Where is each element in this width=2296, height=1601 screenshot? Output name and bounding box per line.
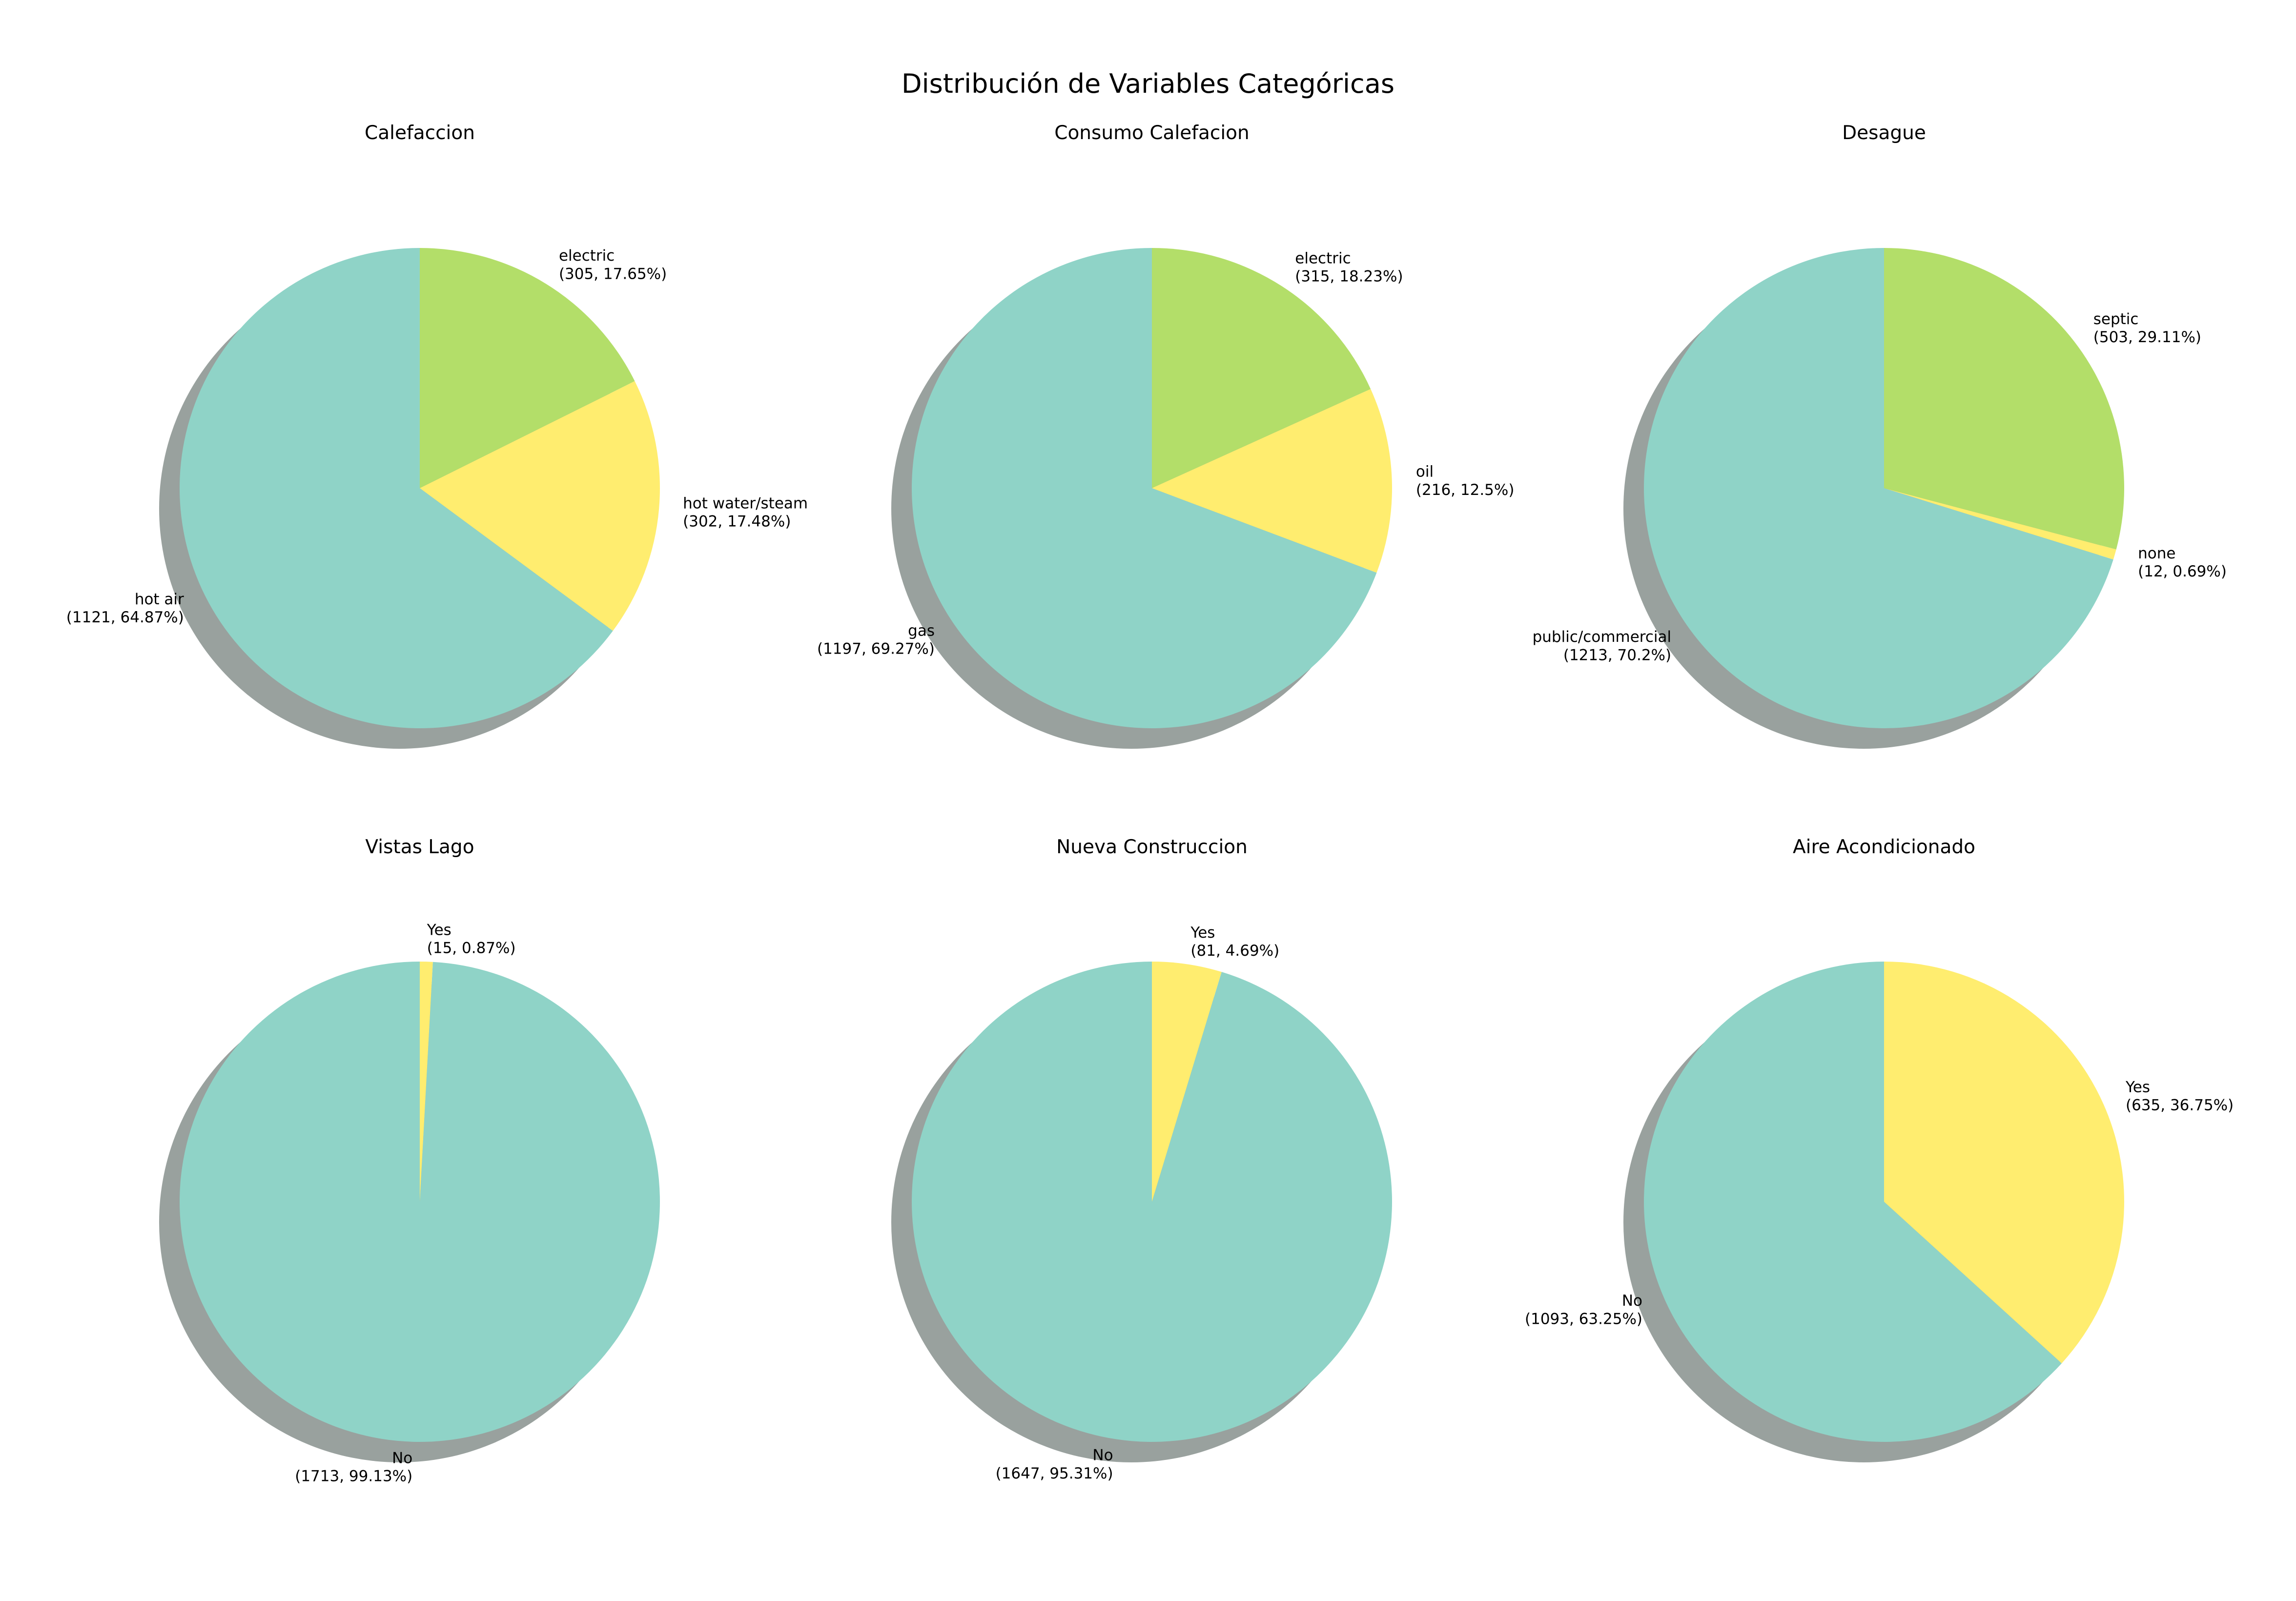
pie-label-name: No [1092, 1447, 1113, 1464]
pie-label: hot water/steam (302, 17.48%) [683, 494, 808, 530]
pie-title: Consumo Calefacion [1054, 122, 1250, 144]
pie-slice-septic [1884, 248, 2124, 550]
pie-label: Yes (15, 0.87%) [427, 921, 516, 957]
pie-title: Desague [1842, 122, 1926, 144]
pie-label: electric (305, 17.65%) [559, 247, 667, 283]
pie-label-value: (315, 18.23%) [1295, 268, 1403, 286]
pie-slice-yes [420, 962, 433, 1202]
pie-label-name: hot air [135, 591, 184, 608]
pie-label-value: (302, 17.48%) [683, 513, 791, 531]
pie-slice-electric [420, 248, 635, 488]
pie-grid: Calefaccion hot air (1121, 64.87%) hot wate… [66, 122, 2234, 1485]
pie-chart-calefaccion: Calefaccion hot air (1121, 64.87%) hot wate… [66, 122, 808, 749]
pie-title: Aire Acondicionado [1793, 836, 1975, 858]
pie-slice-electric [1152, 248, 1371, 488]
pie-chart-aire-acondicionado: Aire Acondicionado No (1093, 63.25%) Yes (63… [1525, 836, 2234, 1462]
pie-slice-hot-air [179, 248, 613, 728]
pie-label-name: No [392, 1449, 412, 1467]
pie-chart-vistas-lago: Vistas Lago No (1713, 99.13%) Yes (15, 0.87%… [159, 836, 660, 1485]
pie-chart-desague: Desague public/commercial (1213, 70.2%) non… [1533, 122, 2227, 749]
pie-slice-no [180, 962, 660, 1442]
pie-label-value: (81, 4.69%) [1190, 942, 1279, 960]
pie-label-value: (1213, 70.2%) [1563, 646, 1671, 664]
figure-title: Distribución de Variables Categóricas [902, 68, 1394, 99]
pie-label-value: (15, 0.87%) [427, 939, 516, 957]
pie-label-value: (1713, 99.13%) [295, 1467, 412, 1485]
pie-label: No (1647, 95.31%) [996, 1447, 1113, 1482]
pie-label-value: (1093, 63.25%) [1525, 1310, 1642, 1328]
pie-chart-consumo-calefacion: Consumo Calefacion gas (1197, 69.27%) oil (2… [817, 122, 1514, 749]
pie-label: No (1713, 99.13%) [295, 1449, 412, 1485]
pie-label: Yes (81, 4.69%) [1190, 924, 1279, 960]
pie-label-name: public/commercial [1533, 628, 1672, 646]
pie-slice-oil [1152, 389, 1392, 573]
pie-title: Nueva Construccion [1056, 836, 1248, 858]
pie-label-value: (305, 17.65%) [559, 265, 667, 283]
pie-label-value: (1647, 95.31%) [996, 1465, 1113, 1482]
pie-slice-no [1644, 962, 2062, 1442]
pie-label-name: Yes [2125, 1078, 2150, 1096]
pie-label: none (12, 0.69%) [2138, 545, 2227, 580]
pie-label-name: Yes [1190, 924, 1215, 942]
pie-slice-hot-water-steam [420, 381, 660, 631]
pie-label: electric (315, 18.23%) [1295, 249, 1403, 285]
pie-label-name: No [1622, 1292, 1642, 1310]
pie-label: Yes (635, 36.75%) [2125, 1078, 2234, 1114]
pie-slice-public-commercial [1643, 248, 2113, 728]
pie-label-value: (1197, 69.27%) [817, 640, 935, 657]
pie-title: Calefaccion [365, 122, 475, 144]
pie-label-value: (216, 12.5%) [1416, 481, 1515, 499]
pie-label: hot air (1121, 64.87%) [66, 591, 184, 626]
pie-slice-none [1884, 488, 2116, 560]
pie-slice-yes [1152, 962, 1222, 1202]
pie-label-name: hot water/steam [683, 494, 808, 512]
pie-label: No (1093, 63.25%) [1525, 1292, 1642, 1328]
pie-label-name: oil [1416, 463, 1434, 481]
pie-label-name: electric [1295, 249, 1351, 267]
pie-label: gas (1197, 69.27%) [817, 622, 935, 657]
pie-label: oil (216, 12.5%) [1416, 463, 1515, 499]
pie-label-value: (635, 36.75%) [2126, 1097, 2234, 1114]
pie-title: Vistas Lago [365, 836, 474, 858]
pie-slice-no [912, 962, 1393, 1442]
pie-label-name: Yes [427, 921, 451, 939]
pie-label-name: none [2138, 545, 2175, 562]
pie-label-value: (503, 29.11%) [2093, 328, 2201, 346]
pie-slice-gas [912, 248, 1377, 728]
pie-label: septic (503, 29.11%) [2093, 310, 2201, 346]
pie-chart-nueva-construccion: Nueva Construccion No (1647, 95.31%) Yes (81… [891, 836, 1393, 1482]
pie-label-name: electric [559, 247, 615, 265]
pie-label-value: (12, 0.69%) [2138, 563, 2227, 580]
pie-label: public/commercial (1213, 70.2%) [1533, 628, 1672, 664]
pie-slice-yes [1884, 962, 2124, 1364]
pie-label-name: septic [2093, 310, 2139, 328]
pie-label-name: gas [908, 622, 935, 639]
pie-label-value: (1121, 64.87%) [66, 609, 184, 626]
